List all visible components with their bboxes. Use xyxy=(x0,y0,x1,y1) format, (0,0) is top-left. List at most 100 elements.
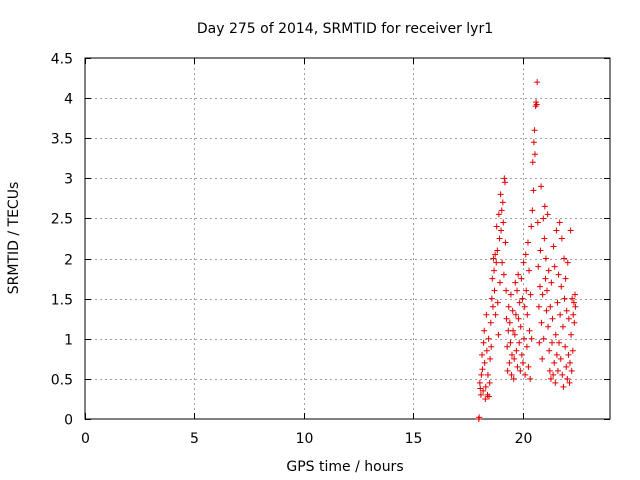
data-point xyxy=(488,343,495,350)
data-point xyxy=(528,223,535,230)
data-point xyxy=(547,375,554,382)
data-points xyxy=(475,79,579,422)
data-point xyxy=(549,315,556,322)
data-point xyxy=(487,319,494,326)
data-point xyxy=(567,227,574,234)
data-point xyxy=(555,271,562,278)
data-point xyxy=(537,247,544,254)
data-point xyxy=(519,359,526,366)
data-point xyxy=(506,359,513,366)
data-point xyxy=(517,323,524,330)
data-point xyxy=(518,351,525,358)
data-point xyxy=(548,279,555,286)
x-tick-labels: 0 5 10 15 20 xyxy=(81,431,532,447)
data-point xyxy=(564,259,571,266)
data-point xyxy=(530,187,537,194)
data-point xyxy=(507,291,514,298)
data-point xyxy=(556,219,563,226)
data-point xyxy=(552,379,559,386)
y-tick-labels: 0 0.5 1 1.5 2 2.5 3 3.5 4 4.5 xyxy=(51,52,73,429)
data-point xyxy=(539,355,546,362)
data-point xyxy=(541,235,548,242)
data-point xyxy=(540,335,547,342)
data-point xyxy=(493,259,500,266)
data-point xyxy=(476,379,483,386)
data-point xyxy=(481,359,488,366)
data-point xyxy=(545,267,552,274)
data-point xyxy=(566,379,573,386)
data-point xyxy=(491,287,498,294)
data-point xyxy=(558,283,565,290)
data-point xyxy=(552,331,559,338)
data-point xyxy=(553,351,560,358)
data-point xyxy=(492,251,499,258)
data-point xyxy=(557,355,564,362)
data-point xyxy=(502,179,508,186)
data-point xyxy=(491,267,498,274)
data-point xyxy=(549,339,556,346)
data-point xyxy=(551,263,558,270)
data-point xyxy=(545,323,552,330)
data-point xyxy=(493,223,500,230)
y-tick-label: 3.5 xyxy=(51,132,73,148)
data-point xyxy=(504,367,511,374)
data-point xyxy=(533,101,540,108)
y-tick-label: 0.5 xyxy=(51,373,73,389)
data-point xyxy=(488,295,495,302)
data-point xyxy=(562,343,569,350)
data-point xyxy=(484,371,491,378)
data-point xyxy=(498,227,505,234)
data-point xyxy=(535,303,542,310)
data-point xyxy=(562,275,569,282)
data-point xyxy=(498,207,505,214)
y-tick-label: 1.5 xyxy=(51,293,73,309)
data-point xyxy=(570,311,577,318)
data-point xyxy=(516,299,523,306)
data-point xyxy=(550,243,557,250)
data-point xyxy=(563,307,570,314)
data-point xyxy=(568,331,575,338)
data-point xyxy=(497,191,504,198)
axis-ticks xyxy=(85,58,610,420)
data-point xyxy=(496,279,503,286)
data-point xyxy=(494,299,501,306)
data-point xyxy=(546,347,553,354)
data-point xyxy=(509,351,515,358)
x-tick-label: 15 xyxy=(405,431,423,447)
data-point xyxy=(568,367,575,374)
data-point xyxy=(477,391,484,398)
data-point xyxy=(542,275,549,282)
data-point xyxy=(553,227,560,234)
data-point xyxy=(521,303,528,310)
data-point xyxy=(546,367,553,374)
data-point xyxy=(507,339,514,346)
plot-frame xyxy=(84,57,611,420)
data-point xyxy=(494,247,501,254)
data-point xyxy=(563,363,570,370)
data-point xyxy=(496,235,503,242)
data-point xyxy=(531,151,538,158)
data-point xyxy=(515,315,522,322)
data-point xyxy=(538,183,545,190)
data-point xyxy=(536,339,543,346)
data-point xyxy=(554,299,561,306)
grid-lines xyxy=(85,58,610,419)
data-point xyxy=(524,311,531,318)
data-point xyxy=(556,339,563,346)
data-point xyxy=(531,127,538,134)
data-point xyxy=(526,327,533,334)
data-point xyxy=(558,235,565,242)
data-point xyxy=(550,371,557,378)
data-point xyxy=(518,275,525,282)
data-point xyxy=(480,387,487,394)
data-point xyxy=(483,347,490,354)
data-point xyxy=(569,347,576,354)
data-point xyxy=(565,315,572,322)
data-point xyxy=(486,393,493,400)
data-point xyxy=(489,275,496,282)
data-point xyxy=(514,287,521,294)
x-axis-label: GPS time / hours xyxy=(286,459,403,475)
data-point xyxy=(486,379,493,386)
chart-title: Day 275 of 2014, SRMTID for receiver lyr… xyxy=(197,21,493,37)
y-tick-label: 2 xyxy=(64,253,73,269)
